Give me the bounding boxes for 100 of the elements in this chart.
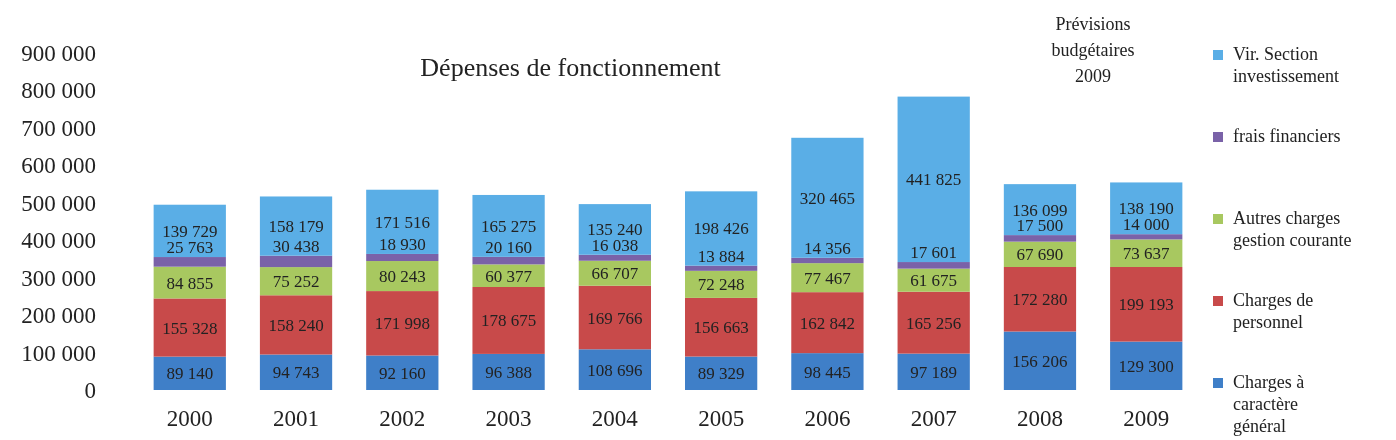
bar — [685, 297, 758, 357]
x-tick-label: 2001 — [273, 406, 320, 431]
bar — [578, 254, 651, 261]
data-label: 171 998 — [374, 314, 430, 334]
data-label: 441 825 — [906, 170, 962, 190]
y-tick-label: 700 000 — [21, 115, 96, 141]
y-tick-label: 300 000 — [21, 265, 96, 291]
data-label: 96 388 — [485, 362, 532, 382]
data-label: 60 377 — [485, 266, 533, 286]
data-label: 158 240 — [268, 315, 324, 335]
data-label: 80 243 — [378, 267, 426, 287]
data-label: 94 743 — [272, 363, 320, 383]
data-label: 61 675 — [910, 271, 958, 291]
bar — [366, 253, 439, 262]
bar — [153, 257, 226, 267]
y-tick-label: 800 000 — [21, 78, 96, 104]
data-label: 66 707 — [591, 264, 639, 284]
data-label: 18 930 — [378, 234, 426, 254]
bar — [1110, 267, 1183, 342]
data-label: 98 445 — [804, 362, 851, 382]
data-label: 20 160 — [485, 237, 532, 257]
data-label: 169 766 — [587, 308, 643, 328]
y-tick-label: 0 — [84, 378, 96, 403]
data-label: 14 356 — [804, 238, 851, 258]
x-tick-label: 2003 — [485, 406, 532, 431]
data-label: 67 690 — [1016, 245, 1064, 265]
bar — [472, 287, 545, 354]
bar — [1110, 234, 1183, 240]
annotation: Prévisions budgétaires 2009 — [1051, 14, 1135, 86]
data-label: 198 426 — [693, 219, 749, 239]
bar — [578, 285, 651, 350]
bar — [1003, 331, 1077, 390]
data-label: 165 256 — [906, 313, 962, 333]
data-label: 178 675 — [480, 311, 537, 331]
bar — [153, 298, 226, 357]
x-tick-label: 2004 — [591, 406, 639, 431]
legend-label: Autres charges gestion courante — [1233, 208, 1352, 250]
bar — [897, 96, 970, 263]
data-label: 165 275 — [480, 216, 537, 236]
x-tick-label: 2008 — [1016, 406, 1063, 431]
data-label: 92 160 — [378, 363, 426, 383]
data-label: 158 179 — [268, 217, 324, 237]
x-tick-label: 2007 — [910, 406, 957, 431]
y-tick-label: 900 000 — [21, 41, 96, 66]
data-label: 108 696 — [587, 360, 643, 380]
data-label: 75 252 — [272, 272, 320, 292]
data-label: 199 193 — [1118, 295, 1174, 315]
legend-label: frais financiers — [1233, 126, 1341, 146]
data-label: 13 884 — [697, 246, 746, 266]
data-label: 156 663 — [693, 318, 749, 338]
bar — [472, 353, 545, 390]
bar — [366, 291, 439, 356]
data-label: 156 206 — [1012, 351, 1068, 371]
bar — [791, 292, 864, 354]
chart-title: Dépenses de fonctionnement — [420, 53, 722, 82]
bar — [897, 291, 970, 354]
data-label: 84 855 — [166, 273, 214, 293]
data-label: 77 467 — [804, 268, 852, 288]
x-tick-label: 2006 — [804, 406, 851, 431]
x-tick-label: 2000 — [166, 406, 213, 431]
data-label: 171 516 — [374, 212, 430, 232]
bar — [1003, 235, 1077, 242]
x-tick-label: 2005 — [698, 406, 745, 431]
legend-label: Charges de personnel — [1233, 290, 1314, 332]
legend-label: Charges à caractère général — [1233, 372, 1305, 436]
data-label: 89 140 — [166, 364, 214, 384]
y-tick-label: 600 000 — [21, 153, 96, 179]
data-label: 89 329 — [697, 364, 745, 384]
data-label: 155 328 — [162, 318, 218, 338]
y-tick-label: 500 000 — [21, 190, 96, 216]
legend-label: Vir. Section investissement — [1233, 44, 1339, 86]
bar — [791, 257, 864, 264]
bar — [685, 265, 758, 271]
bar — [1110, 341, 1183, 390]
data-label: 72 248 — [697, 275, 745, 295]
data-label: 17 601 — [910, 243, 958, 263]
y-tick-label: 200 000 — [21, 303, 96, 329]
bar — [366, 355, 439, 390]
y-tick-label: 100 000 — [21, 340, 96, 366]
data-label: 162 842 — [799, 313, 856, 333]
data-label: 139 729 — [162, 221, 218, 241]
bar — [897, 262, 970, 269]
data-label: 25 763 — [166, 238, 214, 258]
bar — [259, 255, 333, 268]
bar — [685, 191, 758, 266]
bar — [1110, 239, 1183, 267]
bar — [791, 263, 864, 293]
data-label: 73 637 — [1122, 244, 1171, 264]
data-label: 30 438 — [272, 236, 320, 256]
data-label: 129 300 — [1118, 356, 1174, 376]
bar — [472, 256, 545, 265]
x-tick-label: 2002 — [379, 406, 426, 431]
y-tick-label: 400 000 — [21, 228, 96, 254]
bar — [1003, 267, 1077, 332]
bar — [259, 295, 333, 355]
data-label: 172 280 — [1012, 290, 1068, 310]
x-tick-label: 2009 — [1123, 406, 1170, 431]
bar — [791, 137, 864, 258]
bar — [791, 353, 864, 390]
data-label: 97 189 — [910, 362, 958, 382]
